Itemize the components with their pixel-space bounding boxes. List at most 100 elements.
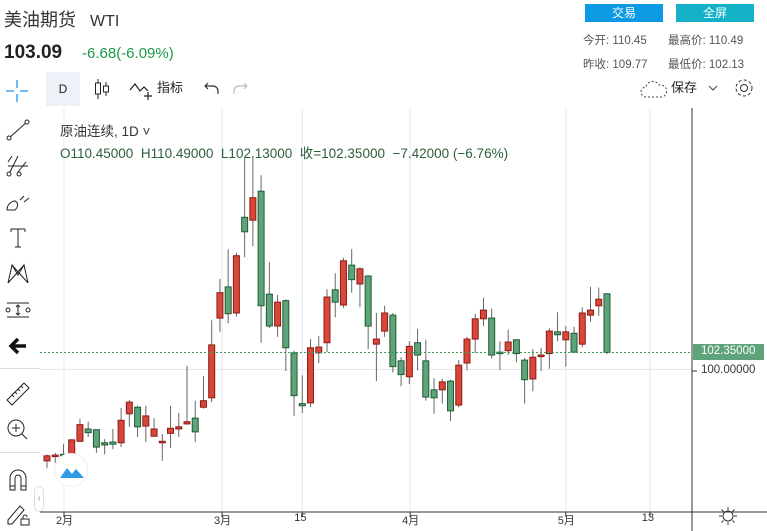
ohlc-legend: O110.45000 H110.49000 L102.13000 收=102.3… (60, 146, 509, 161)
candle-body (76, 424, 84, 442)
price-change: -6.68(-6.09%) (82, 45, 174, 62)
candle-body (134, 406, 142, 428)
candle-body (257, 190, 265, 307)
candle-body (315, 346, 323, 354)
candle-body (471, 318, 479, 340)
candle-body (323, 296, 331, 344)
fullscreen-button[interactable]: 全屏 (676, 4, 754, 22)
candle-body (125, 401, 133, 415)
text-icon[interactable] (4, 224, 32, 252)
pitchfork-icon[interactable] (4, 152, 32, 180)
candlestick-icon[interactable] (92, 78, 112, 100)
candle-body (232, 255, 240, 314)
undo-icon[interactable] (204, 81, 220, 95)
candle (414, 328, 422, 371)
candle-body (587, 309, 595, 316)
price-axis-label: 100.00000 (701, 364, 756, 376)
candle (422, 339, 430, 401)
candle (315, 336, 323, 364)
trade-button[interactable]: 交易 (585, 4, 663, 22)
candle (109, 428, 117, 450)
candle (587, 286, 595, 322)
gear-icon[interactable] (733, 77, 755, 99)
interval-button[interactable]: D (46, 72, 80, 106)
candle (488, 308, 496, 359)
candle (265, 262, 273, 329)
brush-icon[interactable] (4, 188, 32, 216)
series-name-button[interactable]: 原油连续, 1D ˅ (60, 124, 151, 139)
zoom-in-icon[interactable] (4, 416, 32, 444)
chart-toolbar: D 指标 保存 (0, 70, 767, 106)
candle (512, 339, 520, 363)
logo-button[interactable] (54, 453, 88, 487)
candle-body (307, 347, 315, 404)
instrument-title: 美油期货 WTI (4, 6, 119, 32)
ruler-icon[interactable] (4, 380, 32, 408)
candle (142, 405, 150, 443)
candle (554, 312, 562, 342)
lock-drawing-icon[interactable] (4, 500, 32, 528)
x-tick-label: 2月 (55, 515, 74, 527)
last-price: 103.09 (4, 42, 63, 63)
collapse-toolbar-button[interactable]: ‹ (34, 486, 44, 512)
candle (463, 336, 471, 371)
candle-body (51, 454, 59, 458)
candle (372, 312, 380, 382)
candle-body (463, 338, 471, 364)
measure-icon[interactable] (4, 296, 32, 324)
candle-body (381, 312, 389, 332)
magnet-icon[interactable] (4, 466, 32, 494)
candle (389, 312, 397, 373)
candle-body (603, 293, 611, 353)
candle (537, 347, 545, 371)
back-arrow-icon[interactable] (4, 332, 32, 360)
x-tick-label: 4月 (402, 515, 420, 527)
chevron-down-icon[interactable] (708, 84, 718, 92)
candle (595, 287, 603, 316)
redo-icon[interactable] (232, 81, 248, 95)
candle (356, 267, 364, 308)
stat-low: 最低价: 102.13 (668, 59, 745, 71)
candle-body (331, 289, 339, 303)
x-tick-label: 3月 (213, 515, 232, 527)
candle-body (405, 345, 413, 378)
last-price-tag (693, 344, 764, 360)
candle-body (339, 260, 347, 306)
candle-body (529, 356, 537, 380)
candle (249, 155, 257, 247)
candle (529, 349, 537, 392)
candle (496, 341, 504, 371)
indicator-icon[interactable] (128, 78, 156, 102)
candle-body (274, 301, 282, 327)
candle (224, 249, 232, 324)
candle (348, 249, 356, 293)
candle (405, 341, 413, 385)
candle (290, 350, 298, 416)
candle (331, 273, 339, 318)
stat-open: 今开: 110.45 (583, 35, 647, 47)
pattern-icon[interactable] (4, 260, 32, 288)
candle-body (447, 380, 455, 412)
settings-sun-icon[interactable] (718, 506, 738, 526)
candle-body (298, 403, 306, 407)
crosshair-icon[interactable] (4, 78, 30, 104)
candle-body (414, 342, 422, 356)
candle (570, 326, 578, 353)
cloud-icon[interactable] (640, 80, 668, 98)
candle-body (356, 268, 364, 285)
indicators-button[interactable]: 指标 (157, 80, 184, 95)
candle (364, 275, 372, 350)
candle-body (249, 197, 257, 221)
candle-body (265, 293, 273, 327)
candle (578, 307, 586, 348)
save-button[interactable]: 保存 (671, 80, 698, 95)
candle-body (175, 426, 183, 430)
trendline-icon[interactable] (4, 116, 32, 144)
candle-body (488, 317, 496, 356)
candle-body (43, 455, 51, 462)
candle (545, 328, 553, 369)
candle-body (290, 352, 298, 397)
candle (208, 320, 216, 403)
candle (117, 407, 125, 448)
